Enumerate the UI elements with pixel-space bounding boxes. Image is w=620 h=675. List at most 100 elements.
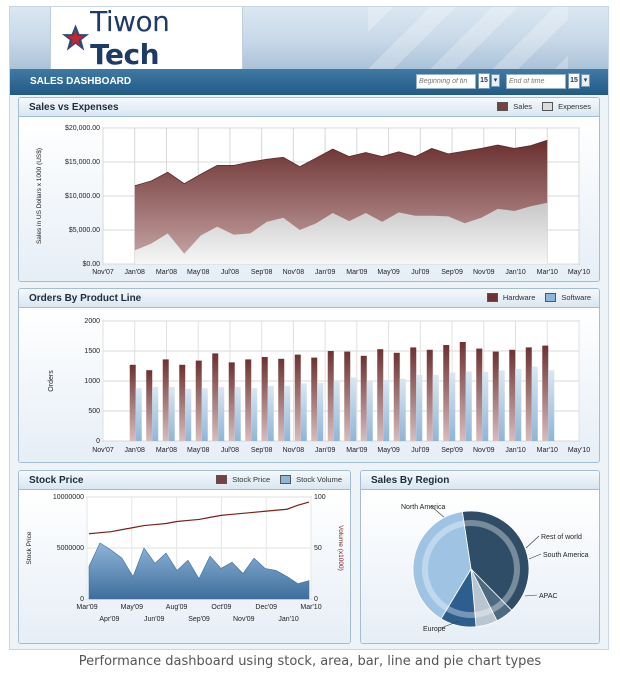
software-bar (284, 385, 291, 441)
x-tick-label: Mar'10 (537, 269, 558, 276)
x-tick-label: Sep'09 (441, 447, 463, 454)
hardware-bar (525, 347, 532, 441)
y-tick-label: 0 (96, 438, 100, 445)
x-tick-label: Jan'10 (278, 616, 299, 623)
software-bar (531, 366, 538, 441)
x-tick-label: May'10 (568, 269, 590, 276)
x-tick-label: Nov'08 (283, 269, 305, 276)
header-banner: Tiwon Tech (10, 7, 608, 69)
star-logo-icon (61, 24, 90, 51)
dashboard-toolbar: SALES DASHBOARD 15 ▾ 15 ▾ (10, 69, 608, 95)
stock-legend: Stock Price Stock Volume (206, 475, 342, 484)
pie-slice (412, 511, 472, 620)
x-tick-label: Nov'07 (92, 269, 114, 276)
region-header: Sales By Region (361, 471, 599, 490)
pie-leader-line (524, 594, 538, 597)
end-dropdown-icon[interactable]: ▾ (581, 74, 590, 87)
brand-name-regular: Tiwon (90, 7, 170, 38)
legend-hardware-label: Hardware (502, 293, 536, 302)
hardware-bar (426, 349, 433, 441)
y-tick-label: 500 (88, 408, 100, 415)
end-date-input[interactable] (506, 74, 566, 89)
sales-expenses-body: Nov'07 Jan'08 Mar'08 May'08 Jul'08 Sep'08 Nov'… (19, 118, 599, 281)
software-bar (449, 372, 456, 441)
software-bar (366, 381, 373, 441)
x-tick-label: Aug'09 (166, 604, 188, 611)
begin-calendar-icon[interactable]: 15 (478, 73, 490, 89)
y-axis-label: Stock Price (26, 531, 33, 564)
hardware-bar (129, 364, 136, 441)
stock-price-line (88, 501, 310, 535)
hardware-bar (360, 355, 367, 441)
legend-stock-volume-swatch (280, 475, 292, 484)
software-bar (317, 382, 324, 441)
expenses-area-series (134, 202, 548, 264)
hardware-bar (146, 370, 153, 441)
software-bar (218, 387, 225, 441)
x-tick-label: Dec'09 (255, 604, 277, 611)
banner-decoration (368, 7, 568, 69)
sales-expenses-legend: Sales Expenses (487, 102, 591, 111)
y-tick-label: 10000000 (53, 494, 84, 501)
legend-stock-price-swatch (216, 475, 228, 484)
x-tick-label: Nov'09 (473, 269, 495, 276)
hardware-bar (212, 353, 219, 441)
y2-axis-label: Volume (x1000) (337, 525, 344, 571)
x-tick-label: Jul'08 (221, 447, 239, 454)
begin-date-input[interactable] (416, 74, 476, 89)
hardware-bar (162, 359, 169, 441)
software-bar (383, 379, 390, 441)
stock-volume-area (88, 542, 310, 600)
x-tick-label: Mar'08 (156, 447, 177, 454)
y-tick-label: $20,000.00 (65, 125, 100, 132)
x-tick-label: Nov'09 (233, 616, 255, 623)
x-tick-label: Sep'08 (251, 447, 273, 454)
x-tick-label: May'10 (568, 447, 590, 454)
x-tick-label: Nov'08 (283, 447, 305, 454)
software-bar (333, 381, 340, 441)
end-calendar-icon[interactable]: 15 (568, 73, 580, 89)
software-bar (201, 388, 208, 441)
y-tick-label: $0.00 (82, 261, 100, 268)
orders-title: Orders By Product Line (29, 293, 142, 304)
region-panel: Sales By Region North America Rest of wor… (360, 470, 600, 644)
hardware-bar (261, 357, 268, 441)
legend-expenses-swatch (542, 102, 554, 111)
x-tick-label: Mar'09 (346, 269, 367, 276)
y2-tick-label: 100 (314, 494, 326, 501)
stock-panel: Stock Price Stock Price Stock Volume 0 50… (18, 470, 351, 644)
software-bar (185, 388, 192, 441)
sales-expenses-header: Sales vs Expenses Sales Expenses (19, 98, 599, 117)
hardware-bar (195, 360, 202, 441)
pie-highlight-ring (422, 520, 520, 618)
software-bar (432, 375, 439, 441)
stock-body: 0 5000000 10000000 0 50 100 Stock Price Volume … (19, 491, 350, 643)
dashboard-title: SALES DASHBOARD (30, 76, 132, 87)
hardware-bar (228, 362, 235, 441)
hardware-bar (476, 348, 483, 441)
stock-chart: 0 5000000 10000000 0 50 100 Stock Price Volume … (26, 494, 344, 623)
y-tick-label: $10,000.00 (65, 193, 100, 200)
pie-leader-line (528, 553, 542, 560)
y-axis-label: Orders (48, 370, 55, 392)
hardware-bar (509, 349, 516, 441)
hardware-bar (443, 345, 450, 441)
software-bar (234, 387, 241, 441)
orders-header: Orders By Product Line Hardware Software (19, 289, 599, 308)
hardware-bar (311, 357, 318, 441)
x-tick-label: May'08 (187, 447, 209, 454)
x-tick-label: Sep'09 (188, 616, 210, 623)
x-tick-label: Jan'09 (315, 269, 336, 276)
software-bar (399, 378, 406, 441)
x-tick-label: Apr'09 (99, 616, 119, 623)
software-bar (416, 375, 423, 441)
y-tick-label: 1500 (84, 348, 100, 355)
hardware-bar (327, 351, 334, 441)
hardware-bar (410, 347, 417, 441)
y-tick-label: 2000 (84, 318, 100, 325)
begin-dropdown-icon[interactable]: ▾ (491, 74, 500, 87)
hardware-bar (542, 345, 549, 441)
hardware-bar (393, 352, 400, 441)
x-tick-label: Jan'08 (125, 269, 146, 276)
software-bar (548, 370, 555, 441)
